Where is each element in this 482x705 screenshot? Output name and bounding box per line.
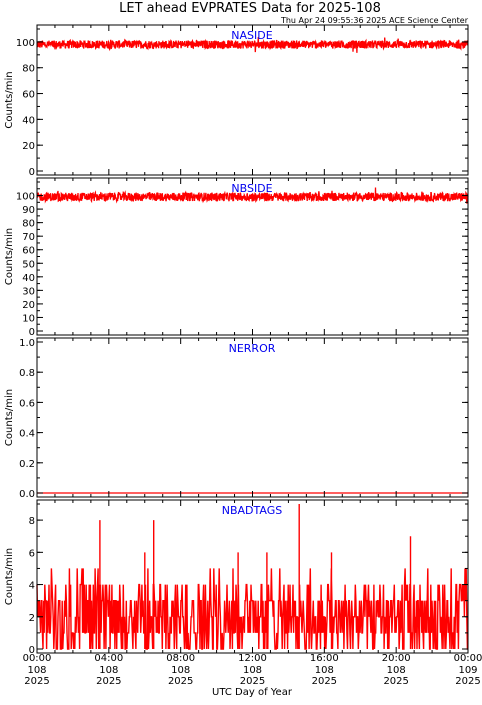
- y-axis-title: Counts/min: [4, 548, 15, 605]
- y-tick-label: 80: [22, 64, 35, 75]
- chart-title: LET ahead EVPRATES Data for 2025-108: [119, 1, 381, 16]
- y-tick-label: 40: [22, 273, 35, 284]
- x-tick-label: 2025: [383, 676, 408, 687]
- x-tick-label: 109: [458, 665, 477, 676]
- x-tick-label: 108: [171, 665, 190, 676]
- y-tick-label: 100: [16, 38, 35, 49]
- x-tick-label: 04:00: [94, 653, 123, 664]
- panel-nbadtags: 0 2 4 6 8 Counts/min NBADTAGS: [4, 499, 469, 656]
- y-tick-label: 60: [22, 90, 35, 101]
- y-tick-label: 0.6: [19, 398, 35, 409]
- x-tick-label: 2025: [168, 676, 193, 687]
- x-tick-label: 16:00: [310, 653, 339, 664]
- x-tick-label: 108: [27, 665, 46, 676]
- x-tick-label: 108: [315, 665, 334, 676]
- x-tick-label: 00:00: [454, 653, 482, 664]
- series-line: [36, 187, 469, 204]
- x-tick-label: 2025: [455, 676, 480, 687]
- y-tick-label: 100: [16, 192, 35, 203]
- x-axis-labels: 00:00108202504:00108202508:00108202512:0…: [23, 653, 482, 687]
- y-tick-label: 6: [29, 548, 35, 559]
- x-tick-label: 2025: [240, 676, 265, 687]
- y-tick-label: 80: [22, 219, 35, 230]
- y-tick-label: 0: [29, 327, 35, 338]
- y-tick-label: 4: [29, 581, 35, 592]
- y-tick-label: 0.8: [19, 368, 35, 379]
- x-axis-title: UTC Day of Year: [212, 687, 293, 698]
- panel-nerror: 0.0 0.2 0.4 0.6 0.8 1.0 Counts/min NERROR: [4, 337, 469, 500]
- x-tick-label: 12:00: [238, 653, 267, 664]
- y-axis-title: Counts/min: [4, 228, 15, 285]
- panel-nbside: 0 10 20 30 40 50 60 70 80 90 100 Counts/min NBSIDE: [4, 177, 469, 338]
- chart-subtitle: Thu Apr 24 09:55:36 2025 ACE Science Cen…: [280, 16, 469, 25]
- y-axis-title: Counts/min: [4, 389, 15, 446]
- y-tick-label: 20: [22, 300, 35, 311]
- y-axis-title: Counts/min: [4, 71, 15, 128]
- x-tick-label: 108: [243, 665, 262, 676]
- y-tick-label: 0.0: [19, 489, 35, 500]
- y-tick-label: 10: [22, 313, 35, 324]
- y-tick-label: 2: [29, 613, 35, 624]
- y-tick-label: 40: [22, 115, 35, 126]
- x-tick-label: 2025: [312, 676, 337, 687]
- panel-label: NERROR: [229, 342, 276, 355]
- y-tick-label: 0: [29, 167, 35, 178]
- x-tick-label: 108: [99, 665, 118, 676]
- y-tick-label: 60: [22, 246, 35, 257]
- panel-naside: 0 20 40 60 80 100 Counts/min NASIDE: [4, 24, 469, 178]
- y-tick-label: 8: [29, 516, 35, 527]
- x-tick-label: 08:00: [166, 653, 195, 664]
- x-tick-label: 20:00: [382, 653, 411, 664]
- y-tick-label: 20: [22, 141, 35, 152]
- series-line: [36, 504, 469, 650]
- panels-group: 020406080100Counts/minNASIDE010203040506…: [4, 24, 469, 656]
- y-tick-label: 30: [22, 286, 35, 297]
- x-tick-label: 00:00: [23, 653, 52, 664]
- y-tick-label: 1.0: [19, 338, 35, 349]
- y-tick-label: 50: [22, 259, 35, 270]
- y-tick-label: 90: [22, 205, 35, 216]
- y-tick-label: 0.2: [19, 459, 35, 470]
- x-tick-label: 108: [387, 665, 406, 676]
- series-line: [36, 37, 469, 53]
- panel-label: NASIDE: [231, 29, 272, 42]
- x-tick-label: 2025: [96, 676, 121, 687]
- panel-label: NBSIDE: [231, 182, 272, 195]
- y-tick-label: 0: [29, 645, 35, 656]
- panel-label: NBADTAGS: [222, 504, 282, 517]
- x-tick-label: 2025: [24, 676, 49, 687]
- y-tick-label: 70: [22, 232, 35, 243]
- plot-frame: [36, 337, 469, 498]
- y-tick-label: 0.4: [19, 429, 35, 440]
- plot-frame: [36, 177, 469, 336]
